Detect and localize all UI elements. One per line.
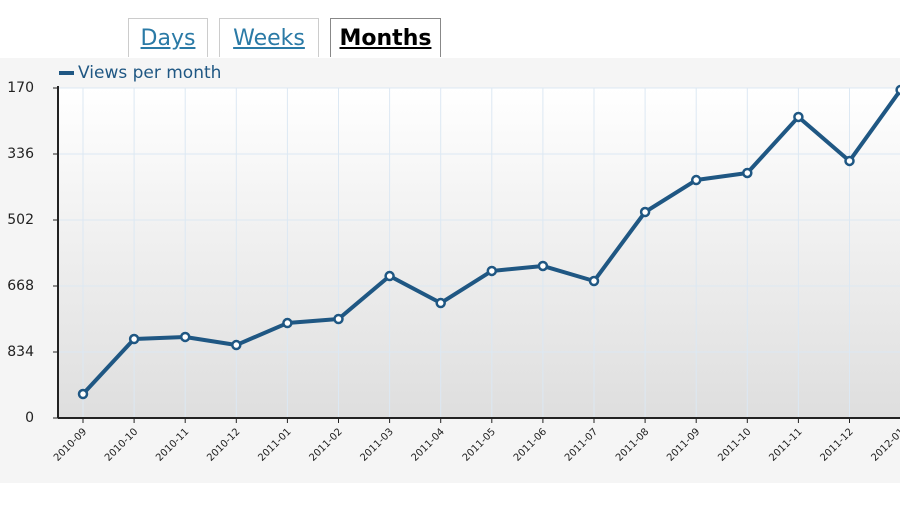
legend-swatch — [59, 71, 74, 75]
tab[interactable]: Weeks — [219, 18, 319, 57]
point — [128, 333, 140, 345]
point — [639, 206, 651, 218]
y-tick-label: 0 — [25, 410, 34, 426]
tab[interactable]: Days — [128, 18, 208, 57]
point — [844, 155, 855, 167]
point — [77, 388, 89, 400]
point — [537, 260, 549, 272]
point — [690, 174, 702, 186]
point — [895, 84, 900, 96]
tab[interactable]: Months — [330, 18, 441, 57]
point — [333, 313, 344, 325]
point — [435, 297, 446, 309]
legend-label: Views per month — [78, 63, 221, 83]
point — [282, 317, 293, 329]
y-tick-label: 502 — [7, 212, 34, 228]
point — [588, 275, 600, 287]
y-tick-label: 834 — [7, 344, 34, 360]
y-tick-label: 170 — [7, 80, 34, 96]
point — [179, 331, 191, 343]
point — [231, 339, 242, 351]
point — [384, 270, 395, 282]
point — [793, 111, 804, 123]
point — [742, 167, 753, 179]
point — [486, 265, 498, 277]
plot-area — [58, 88, 900, 418]
y-tick-label: 336 — [7, 146, 34, 162]
y-tick-label: 668 — [7, 278, 34, 294]
